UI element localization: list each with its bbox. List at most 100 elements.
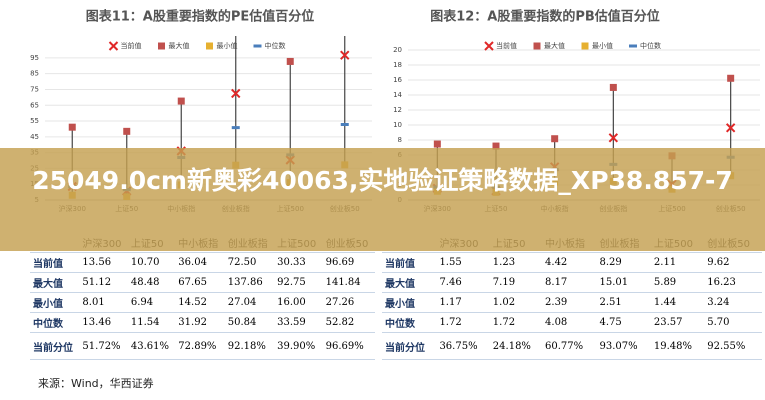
- row-label: 中位数: [30, 312, 80, 333]
- table-cell: 27.26: [322, 292, 375, 313]
- row-label: 最小值: [382, 292, 437, 313]
- table-cell: 5.89: [650, 272, 705, 293]
- table-cell: 1.72: [489, 312, 543, 333]
- table-cell: 14.52: [175, 292, 225, 313]
- table-cell: 1.72: [436, 312, 490, 333]
- legend-label: 最小值: [592, 41, 613, 50]
- table-cell: 60.77%: [542, 332, 597, 360]
- table-cell: 36.75%: [436, 332, 490, 360]
- table-cell: 11.54: [127, 312, 176, 333]
- legend-label: 最小值: [217, 41, 238, 50]
- legend-item: 最大值: [158, 41, 190, 50]
- current-marker: [108, 41, 119, 51]
- chart-title: 图表11：A股重要指数的PE估值百分位: [86, 9, 315, 25]
- dash-marker: [340, 122, 349, 126]
- legend-label: 中位数: [265, 41, 286, 50]
- table-cell: 13.56: [79, 252, 128, 273]
- chart-title: 图表12：A股重要指数的PB估值百分位: [430, 9, 660, 25]
- table-cell: 36.04: [175, 252, 225, 273]
- table-cell: 67.65: [175, 272, 225, 293]
- square-marker: [433, 140, 441, 148]
- table-row: 中位数 1.72 1.72 4.08 4.75 23.57 5.70: [382, 312, 762, 333]
- table-cell: 1.02: [489, 292, 543, 313]
- table-cell: 33.59: [274, 312, 323, 333]
- table-cell: 8.29: [596, 252, 651, 273]
- table-row: 最小值 8.01 6.94 14.52 27.04 16.00 27.26: [30, 292, 375, 313]
- square-marker: [158, 42, 165, 50]
- table-cell: 31.92: [175, 312, 225, 333]
- table-cell: 4.08: [542, 312, 597, 333]
- square-marker: [551, 135, 559, 143]
- table-cell: 50.84: [224, 312, 275, 333]
- table-row: 当前值 1.55 1.23 4.42 8.29 2.11 9.62: [382, 252, 762, 273]
- square-marker: [177, 97, 185, 105]
- table-cell: 137.86: [224, 272, 275, 293]
- legend-item: 当前值: [484, 41, 517, 51]
- legend-item: 中位数: [253, 41, 286, 50]
- table-cell: 8.01: [79, 292, 128, 313]
- table-cell: 96.69: [322, 252, 375, 273]
- table-cell: 2.51: [596, 292, 651, 313]
- table-cell: 93.07%: [596, 332, 651, 360]
- table-cell: 16.23: [704, 272, 762, 293]
- table-cell: 3.24: [704, 292, 762, 313]
- square-marker: [123, 127, 131, 135]
- table-cell: 51.12: [79, 272, 128, 293]
- y-tick-label: 16: [393, 76, 402, 84]
- y-tick-label: 55: [30, 117, 39, 125]
- table-cell: 4.42: [542, 252, 597, 273]
- legend-item: 中位数: [629, 41, 661, 50]
- table-cell: 51.72%: [79, 332, 128, 360]
- row-label: 当前分位: [382, 332, 437, 360]
- dash-marker: [668, 22, 676, 25]
- row-label: 当前值: [382, 252, 437, 273]
- y-tick-label: 18: [393, 61, 402, 69]
- square-marker: [492, 142, 500, 150]
- row-label: 当前值: [30, 252, 80, 273]
- y-tick-label: 95: [30, 54, 39, 62]
- y-tick-label: 12: [393, 106, 402, 114]
- table-cell: 92.75: [274, 272, 323, 293]
- square-marker: [68, 123, 76, 131]
- table: 沪深300上证50中小板指创业板指上证500创业板50当前值13.5610.70…: [30, 233, 375, 360]
- table: 沪深300上证50中小板指创业板指上证500创业板50当前值1.551.234.…: [382, 233, 762, 360]
- source-note: 来源：Wind，华西证券: [38, 377, 154, 390]
- y-tick-label: 14: [393, 91, 402, 99]
- table-row: 最大值 7.46 7.19 8.17 15.01 5.89 16.23: [382, 272, 762, 293]
- table-row: 当前值 13.56 10.70 36.04 72.50 30.33 96.69: [30, 252, 375, 273]
- current-marker: [608, 133, 619, 143]
- table-row: 中位数 13.46 11.54 31.92 50.84 33.59 52.82: [30, 312, 375, 333]
- square-marker: [727, 74, 735, 82]
- table-row: 当前分位 51.72% 43.61% 72.89% 92.18% 39.90% 96.69%: [30, 332, 375, 360]
- table-cell: 23.57: [650, 312, 705, 333]
- table-cell: 5.70: [704, 312, 762, 333]
- table-cell: 7.46: [436, 272, 490, 293]
- table-cell: 48.48: [127, 272, 176, 293]
- current-marker: [231, 88, 241, 99]
- square-marker: [533, 42, 541, 50]
- square-marker: [286, 57, 294, 65]
- table-cell: 6.94: [127, 292, 176, 313]
- table-cell: 30.33: [274, 252, 323, 273]
- row-label: 最大值: [382, 272, 437, 293]
- table-row: 最大值 51.12 48.48 67.65 137.86 92.75 141.84: [30, 272, 375, 293]
- dash-marker: [253, 44, 262, 48]
- square-marker: [609, 83, 617, 91]
- row-label: 当前分位: [30, 332, 80, 360]
- table-cell: 7.19: [489, 272, 543, 293]
- current-marker: [484, 41, 494, 51]
- table-cell: 2.11: [650, 252, 705, 273]
- legend-item: 最小值: [581, 41, 613, 50]
- table-cell: 72.89%: [175, 332, 225, 360]
- y-tick-label: 75: [30, 85, 39, 93]
- table-cell: 1.17: [436, 292, 490, 313]
- current-marker: [340, 50, 350, 60]
- dash-marker: [231, 126, 240, 130]
- banner: 25049.0cm新奥彩40063,实地验证策略数据_XP38.857-7: [0, 148, 765, 251]
- y-tick-label: 8: [398, 136, 402, 144]
- table-cell: 10.70: [127, 252, 176, 273]
- table-cell: 2.39: [542, 292, 597, 313]
- y-tick-label: 65: [30, 101, 39, 109]
- table-cell: 52.82: [322, 312, 375, 333]
- square-marker: [206, 42, 213, 50]
